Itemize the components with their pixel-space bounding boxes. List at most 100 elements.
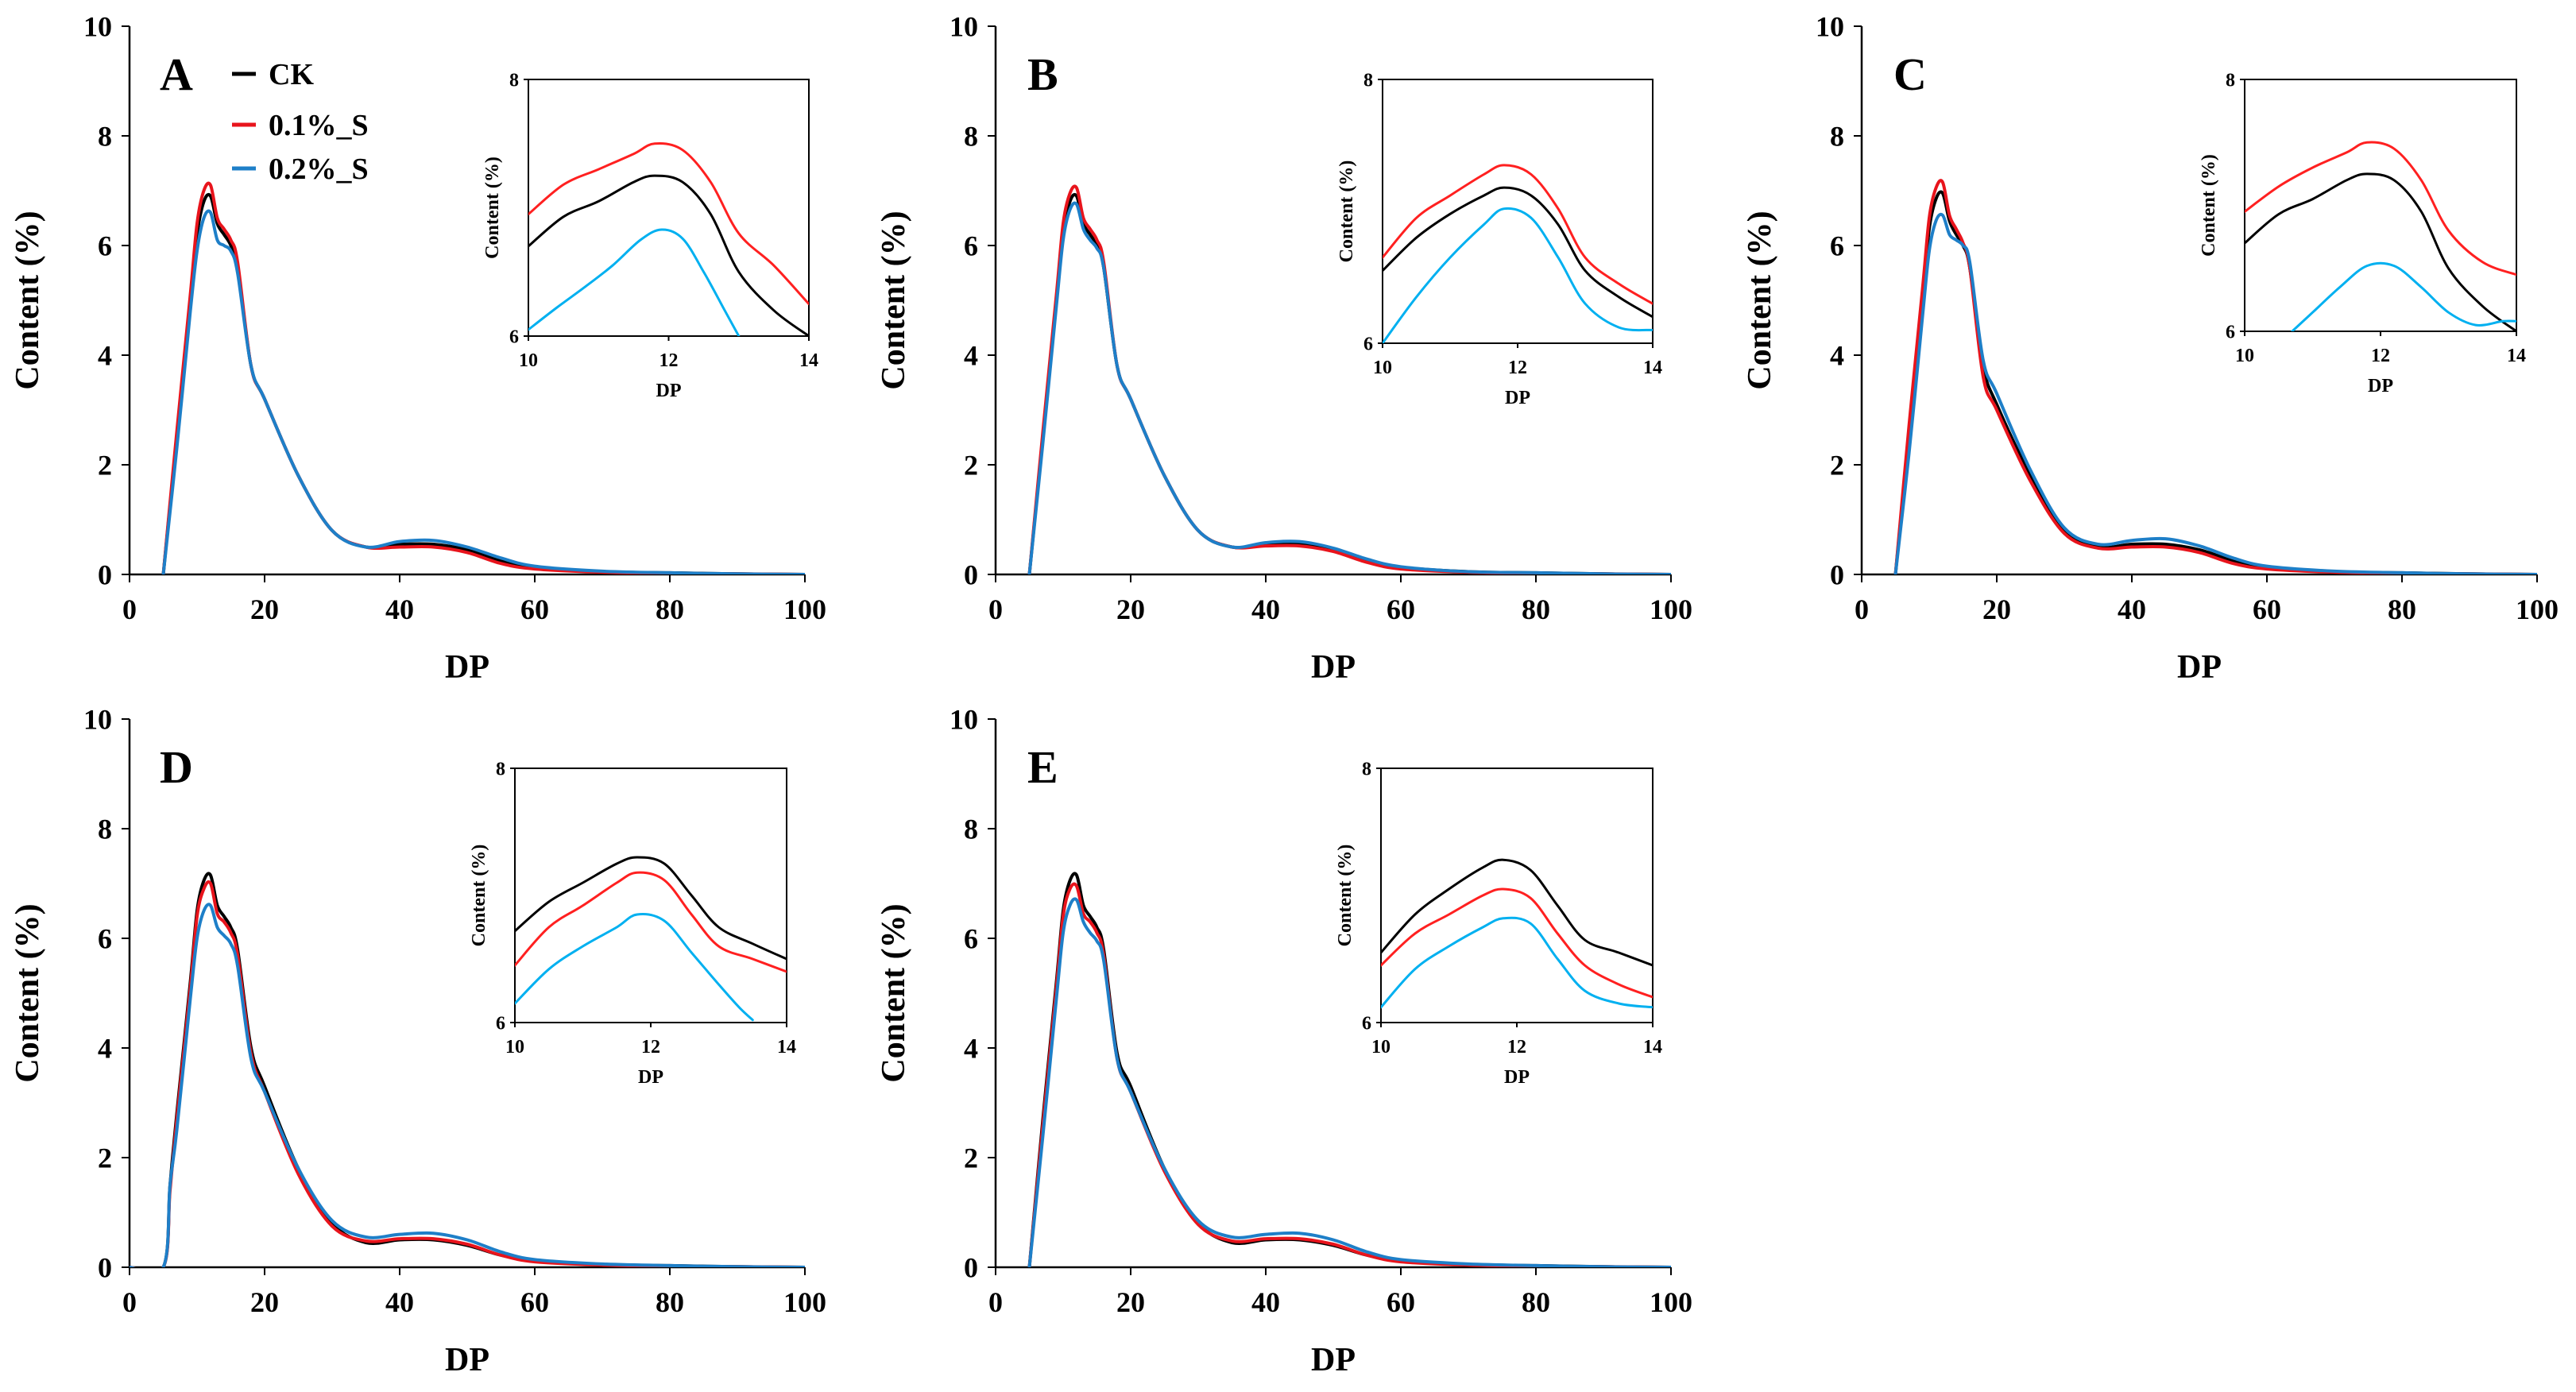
x-tick-label: 80 bbox=[656, 1286, 684, 1318]
x-tick-label: 100 bbox=[783, 594, 826, 625]
legend-label: CK bbox=[269, 58, 314, 91]
y-tick-label: 6 bbox=[98, 923, 112, 955]
y-tick-label: 6 bbox=[964, 230, 978, 262]
y-tick-label: 0 bbox=[964, 559, 978, 591]
series-line-0-1-s bbox=[1893, 179, 2537, 574]
x-tick-label: 40 bbox=[2118, 594, 2146, 625]
inset-series-line-0-1-s bbox=[2245, 141, 2516, 276]
y-tick-label: 4 bbox=[98, 1033, 112, 1065]
inset-series-line-0-2-s bbox=[1381, 916, 1653, 1009]
inset-panel-d: 10 12 14 6 8 DP Content (%) bbox=[469, 759, 796, 1088]
y-tick-label: 6 bbox=[964, 923, 978, 955]
inset-panel-c: 10 12 14 6 8 DP Content (%) bbox=[2199, 70, 2526, 396]
inset-x-tick-label: 14 bbox=[1643, 1037, 1662, 1058]
x-tick-label: 60 bbox=[520, 1286, 549, 1318]
y-tick-label: 2 bbox=[98, 450, 112, 481]
y-tick-label: 2 bbox=[964, 1143, 978, 1174]
series-line-0-2-s bbox=[1027, 201, 1671, 574]
inset-series-line-0-1-s bbox=[1381, 887, 1653, 999]
y-tick-label: 8 bbox=[964, 814, 978, 845]
y-tick-label: 0 bbox=[1830, 559, 1844, 591]
y-axis-title: Content (%) bbox=[10, 211, 46, 389]
y-tick-label: 4 bbox=[1830, 340, 1844, 372]
y-tick-label: 0 bbox=[98, 559, 112, 591]
x-tick-label: 20 bbox=[1982, 594, 2011, 625]
inset-series-line-0-1-s bbox=[528, 142, 809, 306]
inset-x-axis-title: DP bbox=[1505, 388, 1530, 408]
inset-y-axis-title: Content (%) bbox=[482, 157, 503, 259]
inset-x-axis-title: DP bbox=[656, 381, 682, 401]
panel-label: A bbox=[160, 48, 193, 100]
series-line-0-2-s bbox=[161, 209, 805, 574]
panel-b: 0 20 40 60 80 100 0 2 4 6 8 10 DP Content (%) B 10 12 14 6… bbox=[876, 11, 1692, 686]
inset-series-line-ck bbox=[1383, 186, 1653, 319]
inset-x-tick-label: 14 bbox=[777, 1037, 796, 1058]
x-axis-title: DP bbox=[1311, 649, 1356, 686]
inset-y-tick-label: 8 bbox=[1362, 759, 1371, 779]
series-line-0-2-s bbox=[1893, 212, 2537, 574]
inset-y-tick-label: 6 bbox=[509, 327, 519, 347]
y-tick-label: 6 bbox=[1830, 230, 1844, 262]
inset-x-tick-label: 12 bbox=[2371, 346, 2390, 366]
inset-y-tick-label: 8 bbox=[509, 70, 519, 91]
x-tick-label: 0 bbox=[1855, 594, 1869, 625]
y-axis-title: Content (%) bbox=[876, 903, 912, 1082]
inset-x-tick-label: 12 bbox=[1507, 1037, 1526, 1058]
panel-label: D bbox=[160, 741, 193, 793]
y-tick-label: 4 bbox=[964, 1033, 978, 1065]
x-tick-label: 60 bbox=[1387, 1286, 1415, 1318]
inset-y-tick-label: 8 bbox=[496, 759, 505, 779]
x-tick-label: 40 bbox=[1251, 1286, 1280, 1318]
x-axis-title: DP bbox=[445, 1342, 489, 1378]
inset-y-tick-label: 6 bbox=[496, 1013, 505, 1034]
x-tick-label: 80 bbox=[2388, 594, 2416, 625]
y-tick-label: 0 bbox=[964, 1252, 978, 1284]
inset-x-tick-label: 10 bbox=[1371, 1037, 1390, 1058]
panel-c: 0 20 40 60 80 100 0 2 4 6 8 10 DP Content (%) C 10 12 14 6… bbox=[1742, 11, 2559, 686]
x-tick-label: 40 bbox=[385, 594, 414, 625]
x-axis-title: DP bbox=[2177, 649, 2222, 686]
series-line-0-2-s bbox=[130, 903, 805, 1267]
y-tick-label: 2 bbox=[1830, 450, 1844, 481]
inset-panel-b: 10 12 14 6 8 DP Content (%) bbox=[1336, 70, 1662, 408]
x-tick-label: 60 bbox=[2253, 594, 2281, 625]
x-tick-label: 0 bbox=[122, 594, 137, 625]
y-tick-label: 8 bbox=[1830, 121, 1844, 153]
inset-series-line-0-1-s bbox=[1383, 164, 1653, 305]
x-tick-label: 20 bbox=[250, 1286, 279, 1318]
y-axis-title: Content (%) bbox=[876, 211, 912, 389]
panel-d: 0 20 40 60 80 100 0 2 4 6 8 10 DP Content (%) D 10 12 14 6… bbox=[10, 704, 826, 1378]
inset-x-tick-label: 12 bbox=[659, 350, 679, 371]
inset-y-tick-label: 6 bbox=[1362, 1013, 1371, 1034]
x-tick-label: 100 bbox=[2516, 594, 2559, 625]
inset-panel-e: 10 12 14 6 8 DP Content (%) bbox=[1335, 759, 1662, 1088]
panel-e: 0 20 40 60 80 100 0 2 4 6 8 10 DP Content (%) E 10 12 14 6… bbox=[876, 704, 1692, 1378]
inset-x-tick-label: 10 bbox=[1373, 358, 1392, 378]
inset-x-axis-title: DP bbox=[1504, 1067, 1530, 1088]
inset-series-line-0-2-s bbox=[528, 228, 741, 336]
y-axis-title: Content (%) bbox=[1742, 211, 1778, 389]
inset-series-line-0-2-s bbox=[2291, 261, 2516, 331]
inset-panel-a: 10 12 14 6 8 DP Content (%) bbox=[482, 70, 818, 401]
x-tick-label: 20 bbox=[250, 594, 279, 625]
y-tick-label: 10 bbox=[950, 11, 978, 43]
x-tick-label: 60 bbox=[1387, 594, 1415, 625]
x-tick-label: 60 bbox=[520, 594, 549, 625]
inset-series-line-0-2-s bbox=[1383, 207, 1653, 343]
x-tick-label: 80 bbox=[1522, 1286, 1550, 1318]
x-tick-label: 20 bbox=[1116, 594, 1145, 625]
y-axis-title: Content (%) bbox=[10, 903, 46, 1082]
panel-label: C bbox=[1893, 48, 1927, 100]
y-tick-label: 8 bbox=[964, 121, 978, 153]
legend-label: 0.2%_S bbox=[269, 153, 369, 186]
inset-x-tick-label: 10 bbox=[2235, 346, 2254, 366]
inset-series-line-ck bbox=[528, 174, 809, 336]
y-tick-label: 10 bbox=[1816, 11, 1844, 43]
panel-label: B bbox=[1027, 48, 1058, 100]
inset-frame bbox=[514, 768, 787, 1023]
x-tick-label: 40 bbox=[1251, 594, 1280, 625]
inset-y-axis-title: Content (%) bbox=[469, 845, 489, 947]
x-tick-label: 0 bbox=[988, 1286, 1003, 1318]
y-tick-label: 0 bbox=[98, 1252, 112, 1284]
inset-x-axis-title: DP bbox=[2368, 376, 2393, 396]
